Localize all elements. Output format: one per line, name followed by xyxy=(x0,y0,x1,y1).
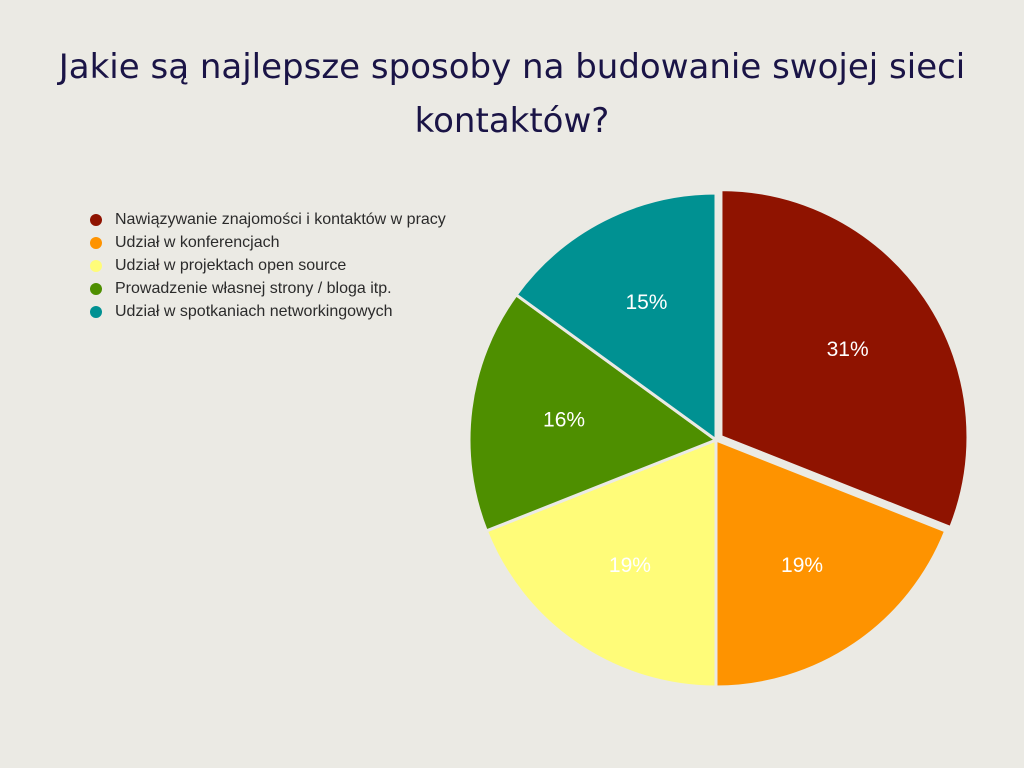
pie-label-networking: 15% xyxy=(625,291,667,314)
legend-swatch-blog xyxy=(90,282,102,295)
pie-slice-work-contacts xyxy=(719,188,970,530)
legend-item-conferences: Udział w konferencjach xyxy=(90,231,446,254)
legend-item-blog: Prowadzenie własnej strony / bloga itp. xyxy=(90,277,446,300)
legend-swatch-open-source xyxy=(90,259,102,272)
pie-label-open-source: 19% xyxy=(609,554,651,577)
legend-label-conferences: Udział w konferencjach xyxy=(115,233,280,251)
pie-label-work-contacts: 31% xyxy=(827,338,869,361)
legend-swatch-conferences xyxy=(90,236,102,249)
legend-item-networking: Udział w spotkaniach networkingowych xyxy=(90,300,446,323)
legend-item-open-source: Udział w projektach open source xyxy=(90,254,446,277)
legend-swatch-work-contacts xyxy=(90,213,102,226)
legend-label-open-source: Udział w projektach open source xyxy=(115,256,347,274)
pie-label-blog: 16% xyxy=(543,408,585,431)
legend-label-networking: Udział w spotkaniach networkingowych xyxy=(115,302,393,320)
pie-label-conferences: 19% xyxy=(781,554,823,577)
pie-slice-conferences xyxy=(714,437,948,689)
pie-slice-open-source xyxy=(484,437,718,689)
pie-slice-blog xyxy=(467,292,720,533)
pie-slice-networking xyxy=(514,191,718,443)
chart-title: Jakie są najlepsze sposoby na budowanie … xyxy=(58,47,966,141)
legend-label-work-contacts: Nawiązywanie znajomości i kontaktów w pr… xyxy=(115,210,446,228)
legend-item-work-contacts: Nawiązywanie znajomości i kontaktów w pr… xyxy=(90,208,446,231)
legend-swatch-networking xyxy=(90,305,102,318)
legend-label-blog: Prowadzenie własnej strony / bloga itp. xyxy=(115,279,392,297)
chart-legend: Nawiązywanie znajomości i kontaktów w pr… xyxy=(90,208,446,323)
